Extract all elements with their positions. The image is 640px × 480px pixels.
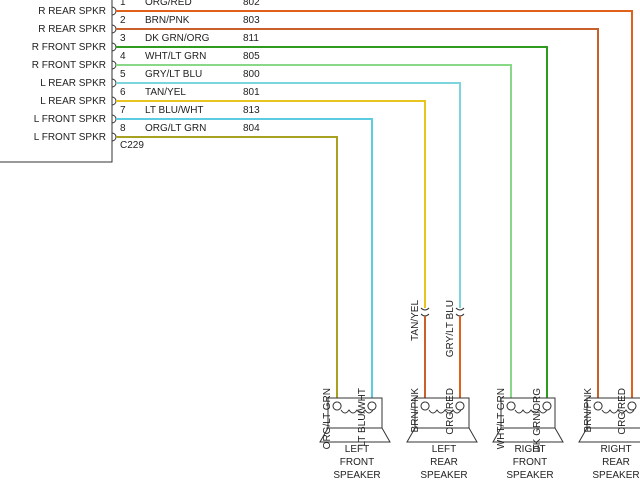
wire-break <box>455 307 465 317</box>
pin-label: L FRONT SPKR <box>34 132 106 143</box>
circuit-number: 801 <box>243 87 260 98</box>
wire-label: ORG/LT GRN <box>322 388 333 449</box>
speaker-coil <box>506 401 552 414</box>
pin-terminal <box>111 42 117 52</box>
pin-terminal <box>111 6 117 16</box>
wire <box>116 64 512 398</box>
wire <box>116 28 599 398</box>
pin-number: 3 <box>120 33 126 44</box>
pin-number: 5 <box>120 69 126 80</box>
wire-color: LT BLU/WHT <box>145 105 204 116</box>
pin-label: L FRONT SPKR <box>34 114 106 125</box>
pin-number: 2 <box>120 15 126 26</box>
wire-label: DK GRN/ORG <box>532 388 543 453</box>
speaker-title: LEFT <box>432 444 456 455</box>
pin-label: R REAR SPKR <box>38 24 106 35</box>
wire <box>116 100 426 308</box>
circuit-number: 805 <box>243 51 260 62</box>
speaker-title: SPEAKER <box>420 470 467 480</box>
wire <box>116 46 548 398</box>
wire <box>116 10 633 398</box>
speaker-coil <box>420 401 465 414</box>
wire-label: BRN/PNK <box>410 388 421 433</box>
pin-label: R REAR SPKR <box>38 6 106 17</box>
pin-terminal <box>111 78 117 88</box>
pin-number: 7 <box>120 105 126 116</box>
pin-number: 8 <box>120 123 126 134</box>
connector-id: C229 <box>120 140 144 151</box>
connector-body <box>0 0 113 163</box>
pin-terminal <box>111 24 117 34</box>
pin-number: 1 <box>120 0 126 8</box>
pin-terminal <box>111 114 117 124</box>
speaker-title: FRONT <box>513 457 547 468</box>
wire-color: BRN/PNK <box>145 15 190 26</box>
pin-terminal <box>111 60 117 70</box>
wire-color: ORG/RED <box>145 0 192 8</box>
pin-number: 6 <box>120 87 126 98</box>
speaker-title: SPEAKER <box>333 470 380 480</box>
wire-label: GRY/LT BLU <box>445 300 456 357</box>
wire-label: WHT/LT GRN <box>496 388 507 449</box>
wire <box>116 118 373 398</box>
circuit-number: 811 <box>243 33 259 44</box>
wire-color: WHT/LT GRN <box>145 51 206 62</box>
wire-color: ORG/LT GRN <box>145 123 206 134</box>
circuit-number: 804 <box>243 123 260 134</box>
speaker-title: LEFT <box>345 444 369 455</box>
speaker-coil <box>593 401 637 414</box>
speaker-coil <box>332 401 377 414</box>
speaker-title: RIGHT <box>514 444 545 455</box>
speaker-title: SPEAKER <box>506 470 553 480</box>
speaker-title: RIGHT <box>600 444 631 455</box>
pin-label: L REAR SPKR <box>40 78 106 89</box>
speaker-title: FRONT <box>340 457 374 468</box>
wire-label: ORG/RED <box>617 388 628 435</box>
wire <box>116 136 338 398</box>
wire-color: TAN/YEL <box>145 87 186 98</box>
circuit-number: 813 <box>243 105 260 116</box>
wire-break <box>420 307 430 317</box>
pin-terminal <box>111 132 117 142</box>
pin-number: 4 <box>120 51 126 62</box>
pin-terminal <box>111 96 117 106</box>
wire <box>116 82 461 308</box>
wire-label: BRN/PNK <box>583 388 594 433</box>
pin-label: L REAR SPKR <box>40 96 106 107</box>
wire-label: LT BLU/WHT <box>357 388 368 447</box>
circuit-number: 800 <box>243 69 260 80</box>
wire-label: TAN/YEL <box>410 300 421 341</box>
pin-label: R FRONT SPKR <box>32 60 106 71</box>
speaker-title: REAR <box>602 457 630 468</box>
speaker-title: SPEAKER <box>592 470 639 480</box>
wire-color: DK GRN/ORG <box>145 33 210 44</box>
pin-label: R FRONT SPKR <box>32 42 106 53</box>
circuit-number: 802 <box>243 0 260 8</box>
circuit-number: 803 <box>243 15 260 26</box>
speaker-title: REAR <box>430 457 458 468</box>
wire-label: ORG/RED <box>445 388 456 435</box>
wire-color: GRY/LT BLU <box>145 69 202 80</box>
